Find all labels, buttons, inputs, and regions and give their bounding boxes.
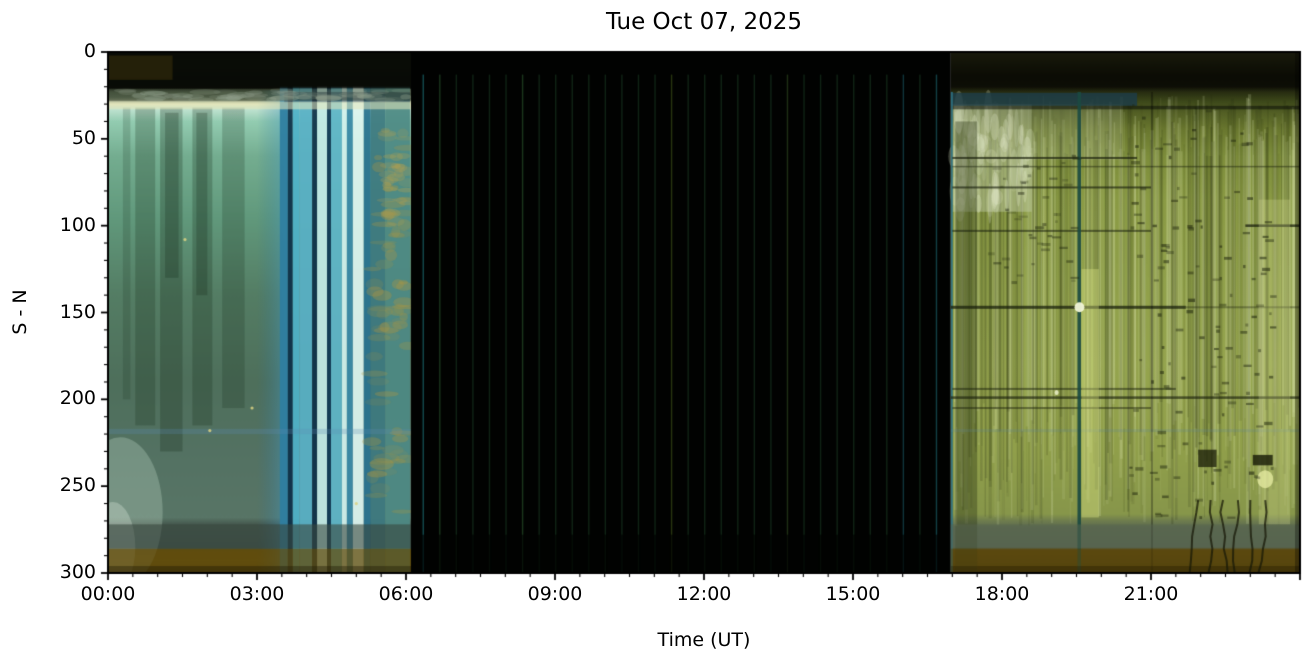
x-tick-label: 18:00 [974, 583, 1030, 605]
y-tick-label: 300 [59, 561, 96, 583]
y-tick-label: 250 [59, 474, 96, 497]
x-tick-label: 06:00 [378, 583, 434, 605]
x-axis-label: Time (UT) [657, 629, 751, 651]
y-tick-label: 50 [71, 126, 96, 149]
y-tick-label: 100 [59, 213, 96, 236]
chart-title: Tue Oct 07, 2025 [605, 9, 803, 35]
y-tick-label: 150 [59, 300, 96, 323]
x-tick-label: 21:00 [1123, 583, 1179, 605]
y-tick-label: 200 [59, 387, 96, 410]
x-tick-label: 12:00 [676, 583, 732, 605]
x-tick-label: 15:00 [825, 583, 881, 605]
x-tick-label: 03:00 [229, 583, 285, 605]
x-tick-label: 09:00 [527, 583, 583, 605]
y-tick-label: 0 [83, 40, 96, 62]
x-tick-label: 00:00 [80, 583, 136, 605]
